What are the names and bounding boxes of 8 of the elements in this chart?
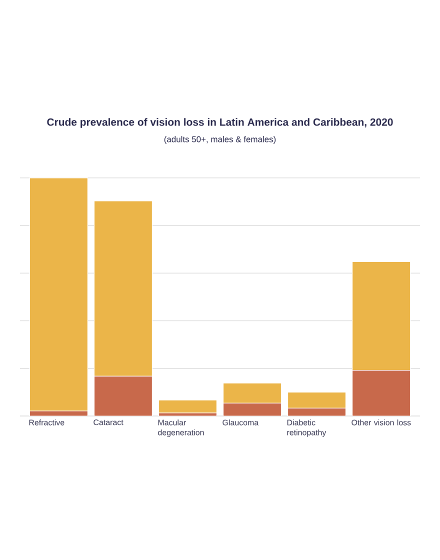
bar (352, 370, 411, 416)
bar (158, 400, 218, 414)
chart-subtitle: (adults 50+, males & females) (164, 136, 276, 144)
bar (94, 376, 152, 416)
chart-title: Crude prevalence of vision loss in Latin America and Caribbean, 2020 (47, 118, 393, 128)
bar (223, 403, 282, 416)
bar (222, 382, 282, 404)
bar (287, 392, 346, 408)
